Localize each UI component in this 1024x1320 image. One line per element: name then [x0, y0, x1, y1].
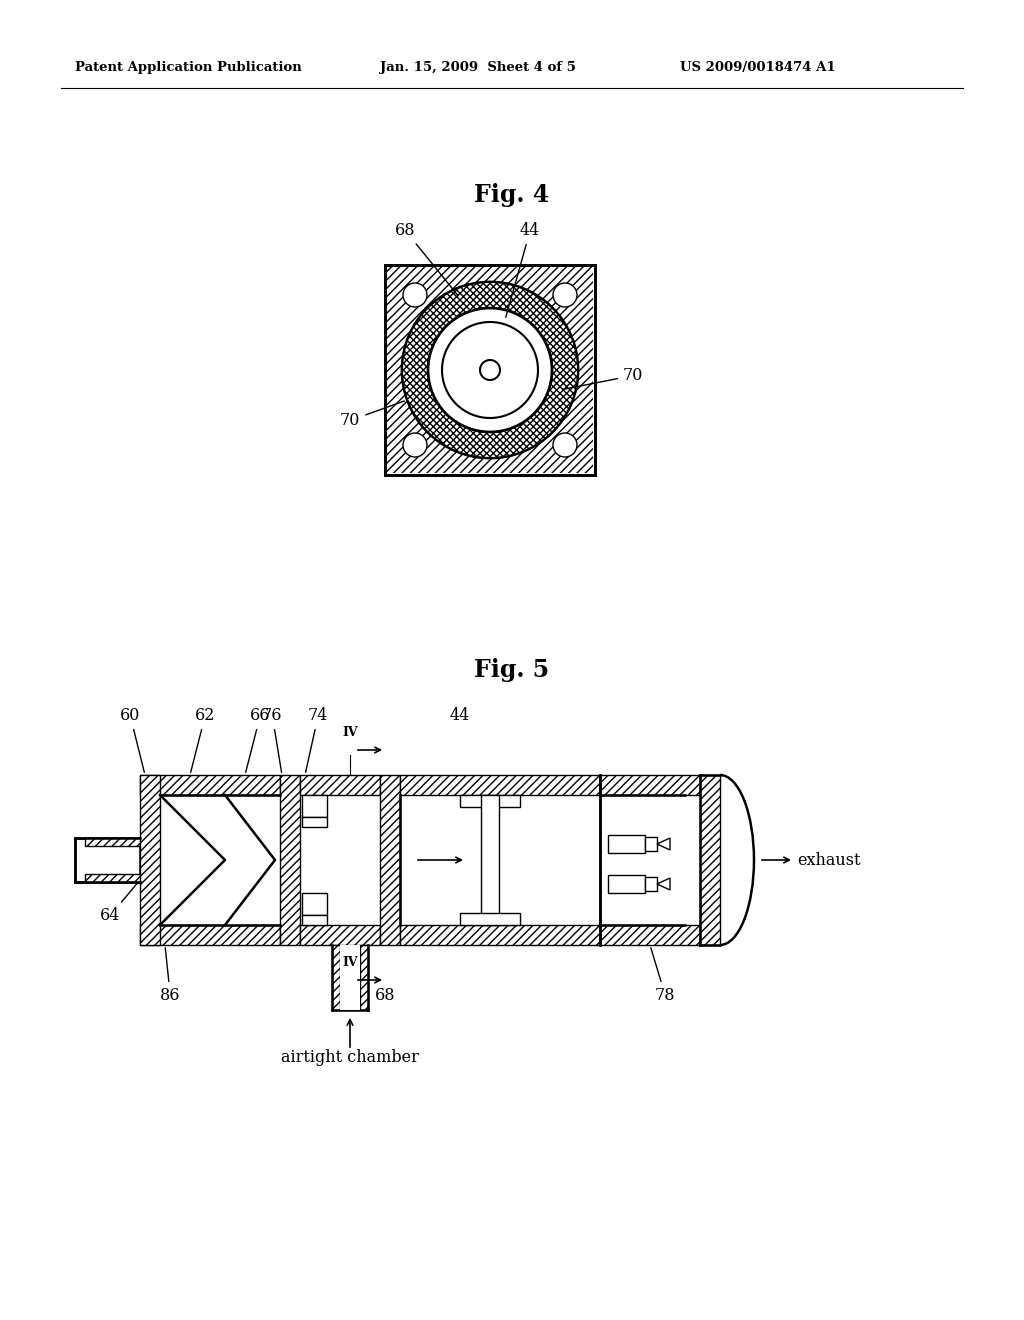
Bar	[700, 775, 720, 945]
Bar	[380, 775, 400, 945]
Text: 70: 70	[340, 401, 404, 429]
Bar	[608, 836, 645, 853]
Circle shape	[553, 282, 577, 308]
Bar	[302, 795, 327, 817]
Text: 74: 74	[305, 708, 329, 772]
Text: 68: 68	[375, 987, 395, 1005]
Circle shape	[403, 282, 427, 308]
Text: Patent Application Publication: Patent Application Publication	[75, 62, 302, 74]
Polygon shape	[657, 838, 670, 850]
Bar	[300, 925, 380, 945]
Text: IV: IV	[342, 726, 357, 739]
Polygon shape	[657, 878, 670, 890]
Bar	[385, 265, 595, 475]
Text: 86: 86	[160, 948, 180, 1005]
Bar	[75, 838, 140, 882]
Text: 62: 62	[190, 708, 215, 772]
Bar	[340, 945, 360, 1010]
Bar	[360, 945, 368, 1010]
Text: 64: 64	[100, 882, 138, 924]
Bar	[85, 838, 150, 846]
Circle shape	[553, 433, 577, 457]
Text: Jan. 15, 2009  Sheet 4 of 5: Jan. 15, 2009 Sheet 4 of 5	[380, 62, 575, 74]
Bar	[280, 775, 300, 945]
Text: IV: IV	[342, 956, 357, 969]
Circle shape	[402, 282, 578, 458]
Text: 44: 44	[450, 708, 470, 723]
Bar	[302, 915, 327, 925]
Circle shape	[480, 360, 500, 380]
Bar	[400, 775, 600, 795]
Text: 70: 70	[563, 367, 643, 389]
Text: 44: 44	[506, 222, 541, 317]
Text: 76: 76	[262, 708, 283, 772]
Bar	[140, 775, 160, 945]
Circle shape	[402, 282, 578, 458]
Text: 60: 60	[120, 708, 144, 772]
Bar	[460, 913, 520, 925]
Circle shape	[442, 322, 538, 418]
Bar	[608, 875, 645, 894]
Bar	[645, 837, 657, 851]
Text: airtight chamber: airtight chamber	[281, 1049, 419, 1067]
Bar	[460, 795, 520, 807]
Bar	[400, 925, 600, 945]
Bar	[85, 874, 150, 882]
Circle shape	[403, 433, 427, 457]
Bar	[302, 817, 327, 828]
Bar	[140, 775, 280, 795]
Text: 78: 78	[651, 948, 676, 1005]
Circle shape	[428, 308, 552, 432]
Bar	[140, 925, 280, 945]
Text: Fig. 5: Fig. 5	[474, 657, 550, 682]
Bar	[302, 894, 327, 915]
Bar	[300, 775, 380, 795]
Bar	[600, 775, 700, 795]
Bar	[481, 795, 499, 925]
Text: exhaust: exhaust	[797, 851, 860, 869]
Text: 68: 68	[395, 222, 459, 296]
Bar	[385, 265, 595, 475]
Bar	[387, 267, 593, 473]
Text: 66: 66	[246, 708, 270, 772]
Bar	[332, 945, 340, 1010]
Bar	[645, 876, 657, 891]
Text: US 2009/0018474 A1: US 2009/0018474 A1	[680, 62, 836, 74]
Bar	[600, 925, 700, 945]
Text: Fig. 4: Fig. 4	[474, 183, 550, 207]
